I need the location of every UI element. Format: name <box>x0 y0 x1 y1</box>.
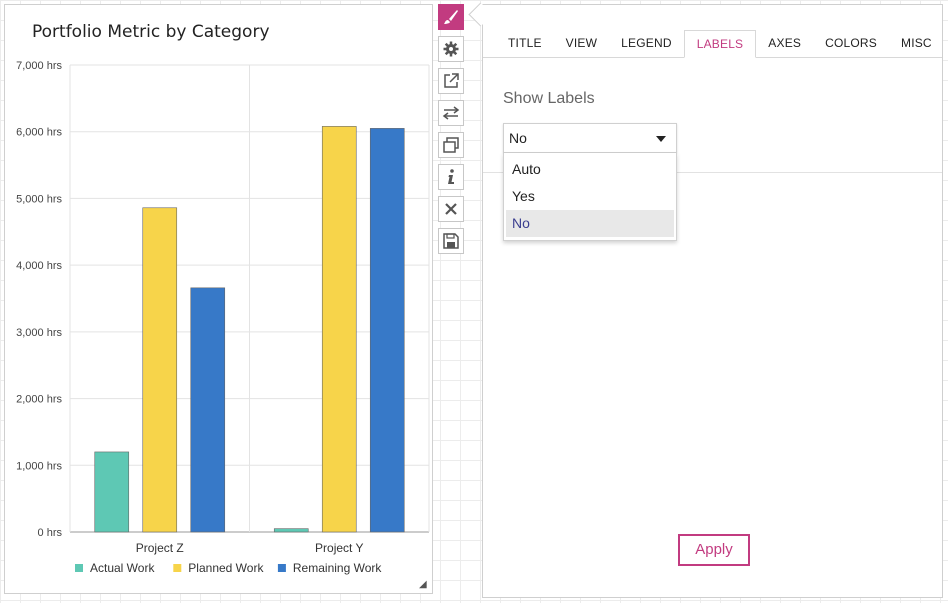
bar <box>94 451 130 533</box>
brush-button[interactable] <box>438 4 464 30</box>
info-icon <box>448 169 454 184</box>
bar <box>190 287 226 533</box>
y-tick-label: 3,000 hrs <box>16 327 62 339</box>
brush-icon <box>444 10 458 24</box>
chart-widget: 0 hrs 1,000 hrs 2,000 hrs 3,000 hrs 4,000 hr… <box>4 4 433 594</box>
swap-icon <box>442 106 460 120</box>
apply-button[interactable]: Apply <box>678 534 750 566</box>
tab-axes[interactable]: AXES <box>768 36 802 50</box>
bar <box>369 128 405 533</box>
panel-tabs: TITLE VIEW LEGEND LABELS AXES COLORS MIS… <box>483 30 942 58</box>
gear-icon <box>443 41 459 57</box>
chart-title: Portfolio Metric by Category <box>32 22 270 42</box>
bar-chart: 0 hrs 1,000 hrs 2,000 hrs 3,000 hrs 4,000 hr… <box>16 60 430 575</box>
duplicate-button[interactable] <box>438 132 464 158</box>
chart-toolbar <box>438 4 466 260</box>
tab-legend[interactable]: LEGEND <box>621 36 672 50</box>
legend-swatch <box>277 564 286 572</box>
y-tick-label: 0 hrs <box>38 527 63 539</box>
bar <box>321 126 357 533</box>
save-button[interactable] <box>438 228 464 254</box>
copy-icon <box>443 137 459 153</box>
remove-button[interactable] <box>438 196 464 222</box>
tab-title[interactable]: TITLE <box>508 36 542 50</box>
x-tick-label: Project Z <box>136 541 184 555</box>
settings-button[interactable] <box>438 36 464 62</box>
resize-grip-icon[interactable]: ◢ <box>419 579 427 590</box>
option-auto[interactable]: Auto <box>512 161 541 177</box>
legend-swatch <box>75 564 83 572</box>
option-no[interactable]: No <box>506 210 674 237</box>
swap-button[interactable] <box>438 100 464 126</box>
legend-swatch <box>173 564 182 572</box>
tab-labels[interactable]: LABELS <box>683 30 757 58</box>
y-tick-label: 1,000 hrs <box>16 460 62 472</box>
select-value: No <box>509 130 527 146</box>
caret-down-icon <box>656 136 666 142</box>
format-panel: TITLE VIEW LEGEND LABELS AXES COLORS MIS… <box>482 4 943 598</box>
x-tick-label: Project Y <box>315 541 363 555</box>
legend-label: Actual Work <box>90 561 155 575</box>
y-tick-label: 2,000 hrs <box>16 394 62 406</box>
show-labels-heading: Show Labels <box>503 90 595 107</box>
option-yes[interactable]: Yes <box>512 188 535 204</box>
show-labels-dropdown: Auto Yes No <box>503 153 677 241</box>
tab-colors[interactable]: COLORS <box>825 36 877 50</box>
y-tick-label: 6,000 hrs <box>16 127 62 139</box>
show-labels-select[interactable]: No <box>503 123 677 153</box>
legend-label: Remaining Work <box>293 561 382 575</box>
legend-label: Planned Work <box>188 561 264 575</box>
bar <box>142 207 178 533</box>
info-button[interactable] <box>438 164 464 190</box>
close-icon <box>445 203 457 215</box>
external-link-icon <box>444 73 459 88</box>
y-tick-label: 5,000 hrs <box>16 193 62 205</box>
tab-misc[interactable]: MISC <box>901 36 932 50</box>
y-tick-label: 4,000 hrs <box>16 260 62 272</box>
bar <box>273 528 309 533</box>
save-icon <box>443 233 459 249</box>
section-divider <box>483 172 942 173</box>
tab-view[interactable]: VIEW <box>565 36 598 50</box>
y-tick-label: 7,000 hrs <box>16 60 62 72</box>
open-external-button[interactable] <box>438 68 464 94</box>
